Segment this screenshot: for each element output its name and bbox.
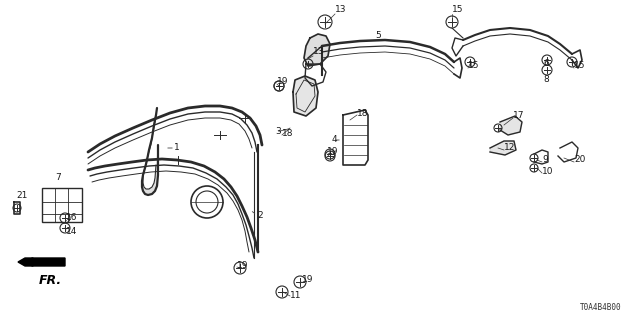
- Text: 15: 15: [574, 61, 586, 70]
- Text: 17: 17: [513, 110, 525, 119]
- Text: 3: 3: [275, 126, 281, 135]
- Polygon shape: [293, 76, 318, 116]
- Text: 11: 11: [290, 292, 301, 300]
- Text: 19: 19: [302, 276, 314, 284]
- Text: 16: 16: [66, 213, 77, 222]
- Text: 13: 13: [313, 47, 324, 57]
- Text: 5: 5: [375, 30, 381, 39]
- Text: 6: 6: [543, 59, 548, 68]
- Text: 18: 18: [357, 108, 369, 117]
- Text: 19: 19: [237, 260, 248, 269]
- Text: 12: 12: [504, 143, 515, 153]
- Text: 15: 15: [468, 61, 479, 70]
- Text: 9: 9: [542, 156, 548, 164]
- Text: FR.: FR.: [38, 274, 61, 287]
- Text: 4: 4: [332, 135, 338, 145]
- Text: 7: 7: [55, 173, 61, 182]
- Polygon shape: [142, 108, 158, 195]
- Bar: [42, 188, 82, 222]
- Text: 18: 18: [282, 129, 294, 138]
- Text: 19: 19: [327, 148, 339, 156]
- Polygon shape: [304, 34, 330, 66]
- Text: 2: 2: [257, 211, 262, 220]
- Text: 1: 1: [174, 143, 180, 153]
- Text: 20: 20: [574, 156, 586, 164]
- Text: 13: 13: [335, 5, 346, 14]
- Polygon shape: [490, 141, 516, 155]
- Text: 15: 15: [452, 5, 463, 14]
- Polygon shape: [18, 258, 65, 266]
- Text: 8: 8: [543, 76, 548, 84]
- Text: 10: 10: [542, 166, 554, 175]
- Text: T0A4B4B00: T0A4B4B00: [580, 303, 622, 312]
- Polygon shape: [500, 116, 522, 135]
- Text: 21: 21: [16, 191, 28, 201]
- Text: 14: 14: [66, 228, 77, 236]
- Text: 19: 19: [277, 77, 289, 86]
